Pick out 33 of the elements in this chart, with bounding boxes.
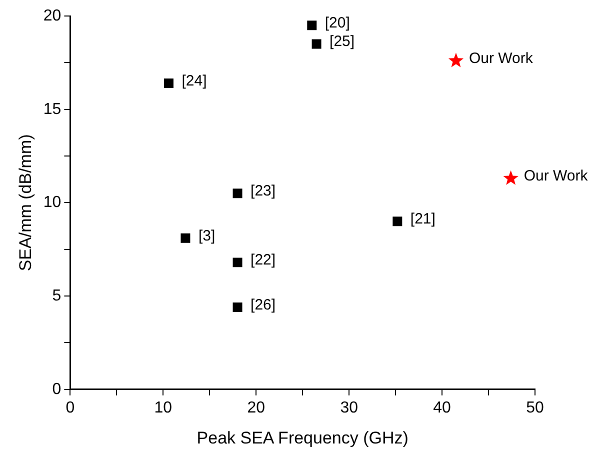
annotation: [20] [324, 14, 350, 32]
annotation: [24] [182, 72, 207, 90]
point [392, 216, 402, 226]
point [232, 302, 242, 312]
point [232, 258, 242, 268]
point [232, 188, 242, 198]
x-axis-title: Peak SEA Frequency (GHz) [196, 428, 408, 448]
point [180, 233, 190, 243]
y-tick-label: 20 [43, 7, 62, 24]
point [307, 20, 317, 30]
annotation: [23] [250, 182, 276, 200]
x-tick-label: 50 [526, 399, 544, 416]
x-tick-label: 20 [247, 399, 266, 416]
annotation: [25] [330, 33, 355, 50]
y-tick-label: 5 [52, 287, 62, 304]
x-tick-label: 30 [340, 399, 358, 416]
x-tick-label: 40 [433, 399, 452, 416]
point [312, 39, 322, 49]
annotation: [26] [250, 296, 276, 314]
point [503, 170, 518, 185]
x-tick-label: 0 [66, 399, 75, 416]
annotation: Our Work [524, 168, 588, 185]
y-tick-label: 15 [43, 100, 62, 118]
point [448, 52, 464, 68]
annotation: [21] [410, 210, 436, 228]
y-tick-label: 0 [52, 380, 62, 398]
annotation: Our Work [468, 50, 534, 67]
y-axis-title: SEA/mm (dB/mm) [16, 134, 35, 272]
x-tick-label: 10 [154, 399, 172, 416]
y-tick-label: 10 [43, 194, 62, 212]
annotation: [22] [250, 252, 276, 269]
point [164, 78, 174, 88]
annotation: [3] [198, 227, 216, 244]
